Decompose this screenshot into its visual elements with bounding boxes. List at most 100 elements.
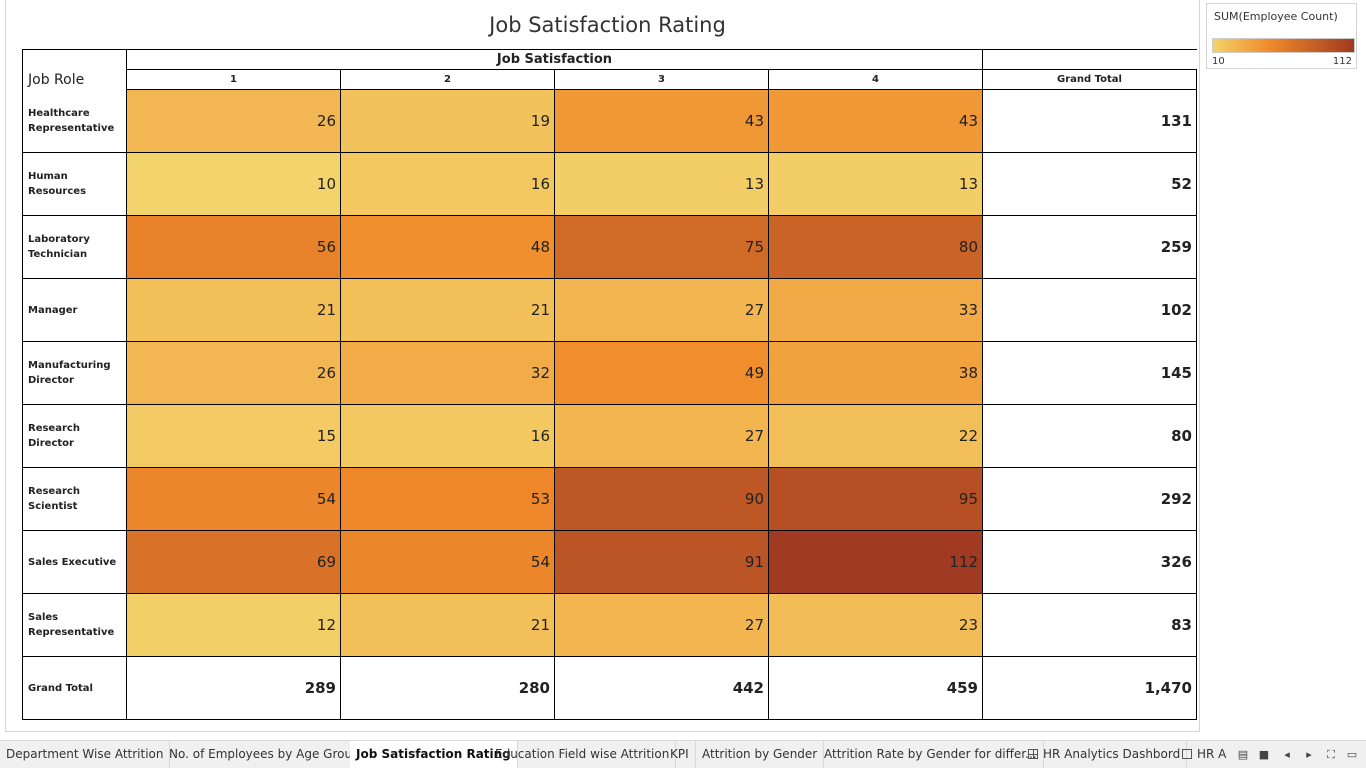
- row-label[interactable]: Laboratory Technician: [22, 215, 127, 279]
- heatmap-cell[interactable]: 69: [126, 530, 341, 594]
- heatmap-cell[interactable]: 75: [554, 215, 769, 279]
- column-header-3[interactable]: 3: [554, 69, 769, 90]
- next-sheet-icon[interactable]: ▸: [1306, 748, 1312, 761]
- sheet-tab[interactable]: Department Wise Attrition: [0, 741, 171, 768]
- heatmap-cell[interactable]: 91: [554, 530, 769, 594]
- heatmap-cell[interactable]: 13: [554, 152, 769, 216]
- sheet-tab-label: Department Wise Attrition: [6, 747, 164, 761]
- row-grand-total[interactable]: 102: [982, 278, 1197, 342]
- heatmap-cell[interactable]: 32: [340, 341, 555, 405]
- row-label[interactable]: Sales Representative: [22, 593, 127, 657]
- row-label[interactable]: Research Director: [22, 404, 127, 468]
- legend-min-label: 10: [1212, 56, 1225, 67]
- heatmap-cell[interactable]: 53: [340, 467, 555, 531]
- sheet-tab[interactable]: No. of Employees by Age Group: [163, 741, 367, 768]
- row-grand-total[interactable]: 131: [982, 89, 1197, 153]
- column-header-4[interactable]: 4: [768, 69, 983, 90]
- row-label[interactable]: Research Scientist: [22, 467, 127, 531]
- table-row: Sales Executive 69 54 91 112 326: [22, 530, 1197, 594]
- heatmap-cell[interactable]: 12: [126, 593, 341, 657]
- sheet-tab[interactable]: KPI: [664, 741, 696, 768]
- row-grand-total[interactable]: 83: [982, 593, 1197, 657]
- table-row: Research Director 15 16 27 22 80: [22, 404, 1197, 468]
- row-grand-total[interactable]: 145: [982, 341, 1197, 405]
- filmstrip-icon[interactable]: ■: [1258, 748, 1270, 761]
- grid-view-icon[interactable]: ▤: [1237, 748, 1249, 761]
- heatmap-cell[interactable]: 54: [126, 467, 341, 531]
- sheet-tab[interactable]: HR Analytics Dashbord: [1022, 741, 1188, 768]
- row-grand-total[interactable]: 326: [982, 530, 1197, 594]
- heatmap-cell[interactable]: 26: [126, 341, 341, 405]
- row-header-job-role: Job Role: [22, 49, 127, 90]
- heatmap-cell[interactable]: 43: [554, 89, 769, 153]
- heatmap-cell[interactable]: 23: [768, 593, 983, 657]
- column-header-1[interactable]: 1: [126, 69, 341, 90]
- color-legend[interactable]: SUM(Employee Count) 10 112: [1206, 3, 1357, 69]
- sheet-tab-label: Attrition by Gender: [702, 747, 818, 761]
- row-grand-total[interactable]: 259: [982, 215, 1197, 279]
- column-grand-total[interactable]: 442: [554, 656, 769, 720]
- sheet-tab-label: Education Field wise Attrition: [495, 747, 670, 761]
- heatmap-cell[interactable]: 21: [340, 278, 555, 342]
- heatmap-cell[interactable]: 21: [340, 593, 555, 657]
- sheet-tab-label: HR A: [1197, 747, 1227, 761]
- heatmap-cell[interactable]: 16: [340, 404, 555, 468]
- sheet-tab-label: No. of Employees by Age Group: [169, 747, 360, 761]
- heatmap-cell[interactable]: 15: [126, 404, 341, 468]
- row-label[interactable]: Human Resources: [22, 152, 127, 216]
- grand-total-label[interactable]: Grand Total: [22, 656, 127, 720]
- table-row: Human Resources 10 16 13 13 52: [22, 152, 1197, 216]
- heatmap-cell[interactable]: 95: [768, 467, 983, 531]
- heatmap-cell[interactable]: 27: [554, 278, 769, 342]
- heatmap-cell[interactable]: 54: [340, 530, 555, 594]
- heatmap-cell[interactable]: 19: [340, 89, 555, 153]
- legend-title: SUM(Employee Count): [1214, 10, 1338, 23]
- heatmap-cell[interactable]: 21: [126, 278, 341, 342]
- heatmap-cell[interactable]: 33: [768, 278, 983, 342]
- sheet-tab[interactable]: HR A: [1176, 741, 1228, 768]
- row-grand-total[interactable]: 80: [982, 404, 1197, 468]
- heatmap-cell[interactable]: 112: [768, 530, 983, 594]
- heatmap-cell[interactable]: 80: [768, 215, 983, 279]
- row-label[interactable]: Manufacturing Director: [22, 341, 127, 405]
- legend-color-ramp: [1212, 38, 1355, 53]
- row-label[interactable]: Sales Executive: [22, 530, 127, 594]
- overall-grand-total[interactable]: 1,470: [982, 656, 1197, 720]
- heatmap-cell[interactable]: 10: [126, 152, 341, 216]
- sheet-tab[interactable]: Attrition by Gender: [696, 741, 825, 768]
- heatmap-cell[interactable]: 90: [554, 467, 769, 531]
- sheet-tab-label: KPI: [670, 747, 689, 761]
- heatmap-cell[interactable]: 27: [554, 593, 769, 657]
- heatmap-cell[interactable]: 27: [554, 404, 769, 468]
- sheet-tab-bar: Department Wise Attrition No. of Employee…: [0, 740, 1366, 768]
- table-row: Healthcare Representative 26 19 43 43 131: [22, 89, 1197, 153]
- heatmap-cell[interactable]: 13: [768, 152, 983, 216]
- sheet-tab[interactable]: Education Field wise Attrition: [489, 741, 677, 768]
- fullscreen-icon[interactable]: ⛶: [1327, 748, 1335, 761]
- sheet-tab[interactable]: Job Satisfaction Rating: [350, 741, 518, 768]
- heatmap-cell[interactable]: 26: [126, 89, 341, 153]
- presentation-icon[interactable]: ▭: [1346, 748, 1358, 761]
- heatmap-cell[interactable]: 48: [340, 215, 555, 279]
- crosstab: Job Role Job Satisfaction 1 2 3 4 Grand Tota…: [22, 49, 1197, 720]
- column-grand-total[interactable]: 459: [768, 656, 983, 720]
- row-grand-total[interactable]: 292: [982, 467, 1197, 531]
- heatmap-cell[interactable]: 49: [554, 341, 769, 405]
- row-label[interactable]: Healthcare Representative: [22, 89, 127, 153]
- heatmap-cell[interactable]: 38: [768, 341, 983, 405]
- column-header-grand-total[interactable]: Grand Total: [982, 69, 1197, 90]
- previous-sheet-icon[interactable]: ◂: [1284, 748, 1290, 761]
- column-grand-total[interactable]: 280: [340, 656, 555, 720]
- column-grand-total[interactable]: 289: [126, 656, 341, 720]
- column-header-2[interactable]: 2: [340, 69, 555, 90]
- heatmap-cell[interactable]: 43: [768, 89, 983, 153]
- row-label[interactable]: Manager: [22, 278, 127, 342]
- table-row: Research Scientist 54 53 90 95 292: [22, 467, 1197, 531]
- heatmap-cell[interactable]: 16: [340, 152, 555, 216]
- dashboard-grid-icon: [1028, 749, 1038, 759]
- sheet-tab[interactable]: Attrition Rate by Gender for differ...: [818, 741, 1044, 768]
- heatmap-cell[interactable]: 56: [126, 215, 341, 279]
- row-grand-total[interactable]: 52: [982, 152, 1197, 216]
- sheet-tab-label: Job Satisfaction Rating: [356, 747, 511, 761]
- heatmap-cell[interactable]: 22: [768, 404, 983, 468]
